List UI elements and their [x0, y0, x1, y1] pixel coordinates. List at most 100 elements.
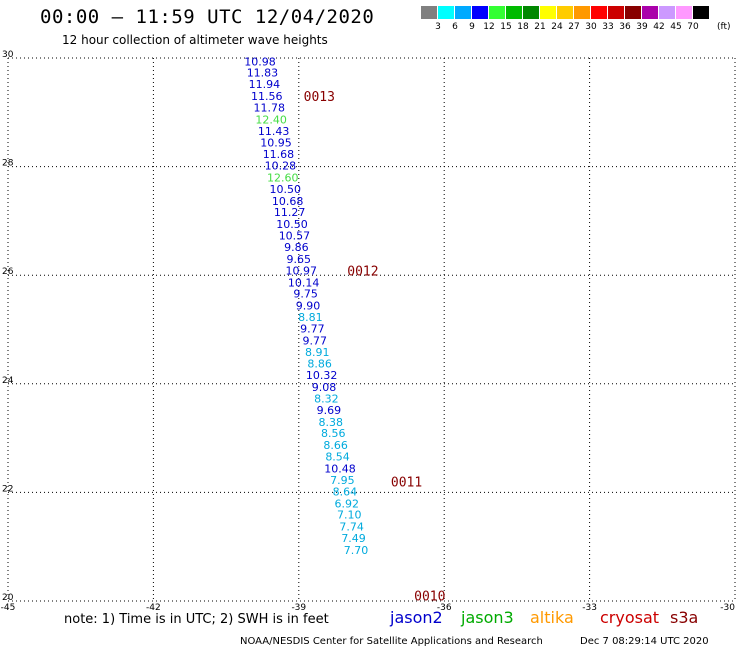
wave-height-value: 9.08: [312, 381, 337, 394]
wave-height-value: 10.97: [285, 264, 317, 277]
color-scale-label: 39: [636, 22, 648, 32]
wave-height-value: 7.74: [339, 521, 364, 534]
wave-height-value: 7.49: [341, 532, 366, 545]
wave-height-value: 12.60: [267, 171, 299, 184]
color-swatch: [472, 6, 489, 19]
x-tick-label: -45: [1, 603, 16, 613]
x-tick-label: -42: [146, 603, 161, 613]
legend-item-cryosat: cryosat: [600, 608, 660, 627]
wave-height-value: 8.91: [305, 346, 330, 359]
color-scale-label: 45: [670, 22, 682, 32]
y-tick-label: 24: [2, 376, 14, 386]
wave-height-value: 10.95: [260, 137, 292, 150]
legend-item-jason3: jason3: [461, 608, 514, 627]
color-swatch: [438, 6, 455, 19]
wave-height-value: 8.64: [333, 485, 358, 498]
color-scale: [421, 6, 710, 19]
wave-height-value: 9.65: [287, 253, 312, 266]
color-swatch: [489, 6, 506, 19]
y-tick-label: 22: [2, 484, 13, 494]
color-swatch: [642, 6, 659, 19]
color-scale-label: 6: [452, 22, 458, 32]
color-scale-label: 15: [500, 22, 512, 32]
x-tick-label: -39: [291, 603, 306, 613]
wave-height-value: 11.27: [274, 206, 306, 219]
wave-height-value: 11.83: [247, 67, 279, 80]
color-swatch: [625, 6, 642, 19]
wave-height-value: 10.57: [279, 230, 311, 243]
wave-height-value: 8.86: [307, 358, 332, 371]
color-scale-label: 21: [534, 22, 546, 32]
wave-height-value: 10.32: [306, 369, 338, 382]
color-swatch: [523, 6, 540, 19]
wave-height-value: 10.68: [272, 195, 304, 208]
time-mark-label: 0013: [304, 90, 335, 105]
wave-height-value: 10.14: [288, 276, 320, 289]
wave-height-value: 11.78: [253, 101, 285, 114]
wave-height-value: 7.95: [330, 474, 355, 487]
wave-height-value: 9.86: [284, 241, 309, 254]
wave-height-value: 10.50: [269, 183, 301, 196]
color-swatch: [540, 6, 557, 19]
wave-height-value: 11.94: [249, 78, 281, 91]
wave-height-value: 7.10: [337, 509, 362, 522]
color-scale-label: 12: [483, 22, 495, 32]
y-tick-label: 26: [2, 267, 14, 277]
color-scale-label: 24: [551, 22, 563, 32]
wave-height-value: 10.50: [276, 218, 308, 231]
color-scale-unit: (ft): [717, 22, 731, 32]
footer-note: note: 1) Time is in UTC; 2) SWH is in fe…: [64, 612, 329, 627]
wave-height-value: 10.28: [265, 160, 297, 173]
color-scale-label: 33: [602, 22, 614, 32]
wave-height-value: 9.69: [317, 404, 342, 417]
color-swatch: [557, 6, 574, 19]
footer-timestamp: Dec 7 08:29:14 UTC 2020: [580, 636, 709, 647]
color-scale-label: 9: [469, 22, 475, 32]
color-swatch: [574, 6, 591, 19]
wave-height-value: 10.98: [244, 55, 276, 68]
color-scale-label: 30: [585, 22, 597, 32]
footer-credit: NOAA/NESDIS Center for Satellite Applica…: [240, 636, 543, 647]
x-tick-label: -30: [720, 603, 735, 613]
time-mark-label: 0010: [414, 590, 445, 605]
color-scale-label: 27: [568, 22, 580, 32]
time-mark-label: 0011: [391, 476, 422, 491]
color-swatch: [693, 6, 710, 19]
page-subtitle: 12 hour collection of altimeter wave hei…: [62, 33, 328, 47]
wave-height-value: 10.48: [324, 463, 356, 476]
wave-height-value: 8.32: [314, 392, 339, 405]
wave-height-value: 8.56: [321, 427, 346, 440]
wave-height-value: 8.38: [319, 416, 344, 429]
wave-height-value: 12.40: [255, 113, 287, 126]
wave-height-value: 8.54: [325, 451, 350, 464]
wave-height-value: 11.68: [263, 148, 295, 161]
page-title: 00:00 – 11:59 UTC 12/04/2020: [40, 6, 375, 28]
color-scale-label: 70: [687, 22, 699, 32]
color-swatch: [659, 6, 676, 19]
color-swatch: [455, 6, 472, 19]
color-swatch: [591, 6, 608, 19]
legend-item-altika: altika: [530, 608, 574, 627]
wave-height-value: 7.70: [344, 544, 369, 557]
wave-height-value: 9.77: [303, 334, 328, 347]
y-tick-label: 28: [2, 159, 14, 169]
color-swatch: [421, 6, 438, 19]
color-scale-label: 36: [619, 22, 631, 32]
legend-item-jason2: jason2: [390, 608, 443, 627]
color-scale-label: 42: [653, 22, 665, 32]
wave-height-value: 11.56: [251, 90, 283, 103]
color-swatch: [676, 6, 693, 19]
wave-height-value: 8.81: [298, 311, 323, 324]
y-tick-label: 30: [2, 50, 14, 60]
color-scale-label: 18: [517, 22, 529, 32]
color-swatch: [506, 6, 523, 19]
x-tick-label: -33: [582, 603, 597, 613]
wave-height-value: 6.92: [335, 497, 360, 510]
color-scale-label: 3: [435, 22, 441, 32]
wave-height-value: 8.66: [323, 439, 348, 452]
wave-height-value: 11.43: [258, 125, 290, 138]
color-swatch: [608, 6, 625, 19]
legend-item-s3a: s3a: [670, 608, 699, 627]
wave-height-value: 9.77: [300, 322, 325, 335]
